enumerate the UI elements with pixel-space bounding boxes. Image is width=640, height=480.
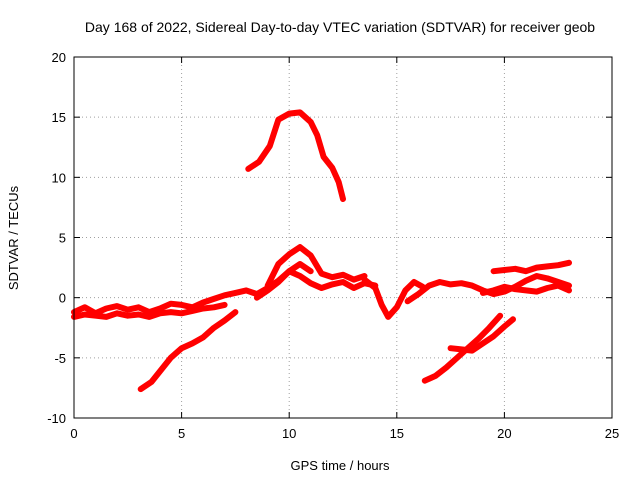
series-arc-neg-right-a — [421, 312, 504, 384]
series-arc-baseline-b — [71, 301, 228, 320]
series-arc-right-c — [479, 282, 572, 296]
y-tick-label: -10 — [47, 411, 66, 426]
series-arc-middle-a — [253, 268, 379, 301]
y-tick-label: -5 — [54, 351, 66, 366]
chart-title: Day 168 of 2022, Sidereal Day-to-day VTE… — [85, 19, 595, 35]
x-tick-label: 20 — [497, 426, 511, 441]
y-tick-label: 10 — [52, 170, 66, 185]
series-arc-right-b — [490, 259, 572, 275]
x-axis-label: GPS time / hours — [291, 458, 390, 473]
series-arc-declining — [137, 309, 239, 393]
grid — [74, 57, 612, 418]
x-tick-label: 5 — [178, 426, 185, 441]
series-arc-middle-c — [361, 276, 426, 320]
y-axis-label: SDTVAR / TECUs — [6, 185, 21, 290]
y-tick-label: 15 — [52, 110, 66, 125]
x-tick-label: 10 — [282, 426, 296, 441]
y-tick-label: 20 — [52, 50, 66, 65]
y-tick-label: 5 — [59, 231, 66, 246]
series-arc-peak — [245, 109, 346, 202]
ticks: 0 5 10 15 20 25 -10 -5 0 5 10 15 20 — [47, 50, 619, 441]
series-arc-middle-b — [264, 244, 368, 289]
x-tick-label: 25 — [605, 426, 619, 441]
y-tick-label: 0 — [59, 291, 66, 306]
x-tick-label: 0 — [70, 426, 77, 441]
series-group — [71, 109, 572, 393]
x-tick-label: 15 — [390, 426, 404, 441]
series-arc-neg-right-b — [447, 316, 516, 354]
